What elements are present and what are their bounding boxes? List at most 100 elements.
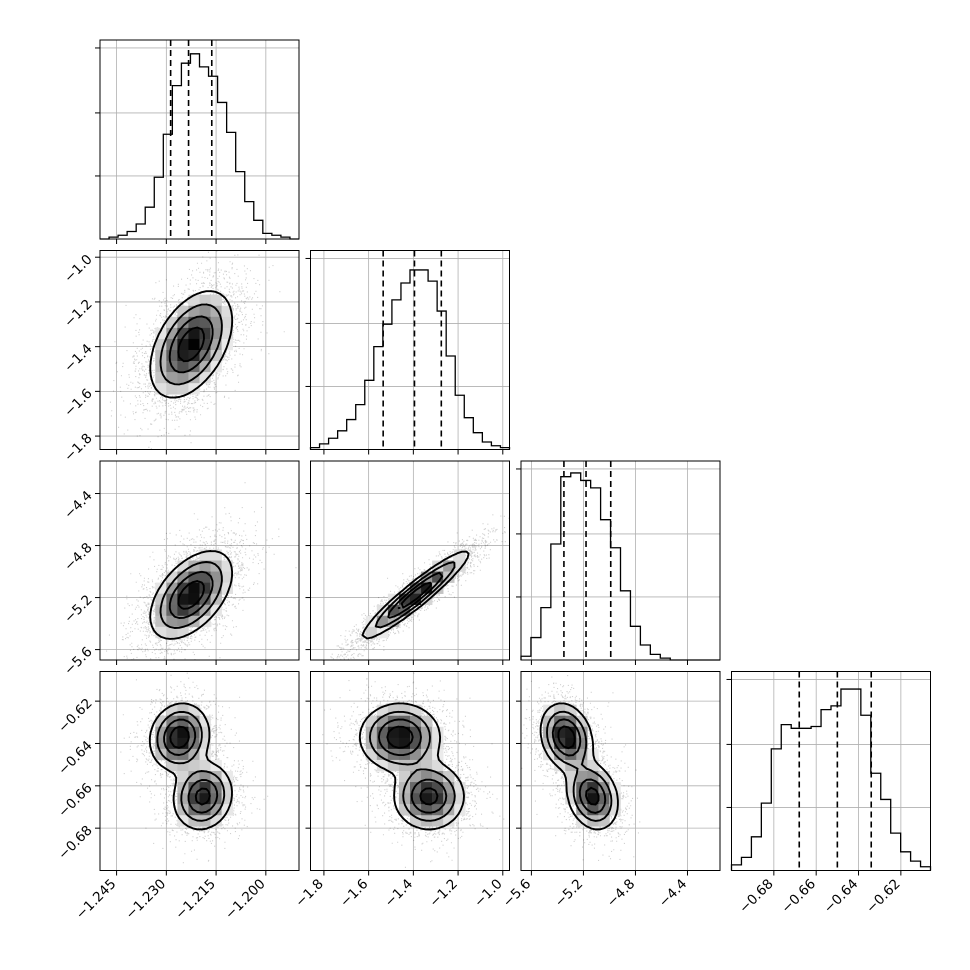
density-cell [177,704,189,717]
density-cell [199,771,211,783]
density-cell [576,771,588,783]
density-cell [188,316,200,329]
contour-level-3 [177,326,205,363]
density-cell [454,782,466,794]
density-cell [543,748,555,761]
contour-level-2 [163,718,219,814]
x-tick-label-p1: −1.4 [382,876,416,910]
x-tick-label-p2: −4.8 [604,876,638,910]
x-tick-label-p1: −1.6 [337,876,371,910]
density-cell [177,560,189,572]
density-cell [410,704,422,717]
density-cell [410,582,422,594]
density-cell [199,294,211,307]
x-tick-label-p3: −0.68 [736,876,777,917]
density-cell [376,748,389,761]
density-cell [199,804,211,816]
y-tick-label-p2: −4.8 [61,540,95,574]
density-cell [543,726,555,739]
density-cell [565,782,577,794]
density-cell [199,759,211,772]
density-cell [376,604,389,617]
density-cell [421,571,433,583]
density-cell [188,305,200,318]
density-cell [432,793,444,805]
panel-frame [310,250,510,450]
density-cell [598,793,610,805]
density-cell [365,715,378,728]
density-cell [410,804,422,816]
density-cell [188,560,200,572]
y-tick-label-p1: −1.0 [61,252,95,286]
density-cell [188,793,200,805]
y-tick-label-p1: −1.8 [61,430,95,464]
density-cell [188,338,200,351]
density-cell [410,759,422,772]
x-tick-label-p1: −1.0 [471,876,505,910]
density-cell [432,571,444,583]
density-cell [199,737,211,750]
y-tick-label-p3: −0.64 [55,738,96,779]
density-cell [188,350,200,362]
density-cell [210,338,222,351]
density-cell [454,560,466,572]
contour-level-1 [374,561,456,629]
density-cell [565,793,577,805]
density-cell [554,726,566,739]
density-cell [421,737,433,750]
contour-level-2 [377,718,448,814]
panel-frame [99,250,300,450]
density-cell [166,615,178,628]
density-cell [177,372,189,384]
density-cell [454,549,466,561]
density-cell [554,704,566,717]
density-cell [199,793,211,805]
density-cell [410,737,422,750]
density-cell [421,726,433,739]
density-cell [188,593,200,606]
density-cell [188,704,200,717]
x-tick-label-p1: −1.8 [292,876,326,910]
density-cell [199,615,211,628]
joint-panel-p2-p3 [520,671,721,871]
density-cell [177,793,189,805]
density-cell [221,560,233,572]
panel-frame [99,460,300,661]
density-cell [376,759,389,772]
contour-level-2 [387,571,444,619]
y-tick-label-p3: −0.66 [55,780,96,821]
density-cell [221,582,233,594]
x-tick-label-p2: −5.2 [552,876,586,910]
contour-level-2 [551,718,607,814]
density-cell [155,372,167,384]
density-cell [387,704,400,717]
density-cell [443,571,455,583]
density-cell [421,582,433,594]
density-cell [565,737,577,750]
density-cell [188,748,200,761]
density-cell [398,704,411,717]
contour-level-3 [557,725,600,806]
density-cell [177,338,189,351]
density-cell [432,759,444,772]
density-cell [188,815,200,827]
density-cell [565,771,577,783]
panel-frame [731,671,931,871]
histogram-p3 [730,688,932,871]
density-cell [177,327,189,340]
density-cell [365,748,378,761]
density-cell [576,815,588,827]
density-cell [398,793,411,805]
joint-panel-p0-p1 [99,250,300,450]
density-cell [432,771,444,783]
contour-level-0 [361,550,470,640]
density-cell [199,549,211,561]
histogram-panel-p1 [305,250,511,450]
density-cell [221,305,233,318]
density-cell [188,327,200,340]
density-cell [443,771,455,783]
density-cell [410,715,422,728]
density-cell [432,815,444,827]
density-cell [177,571,189,583]
density-cell [421,804,433,816]
